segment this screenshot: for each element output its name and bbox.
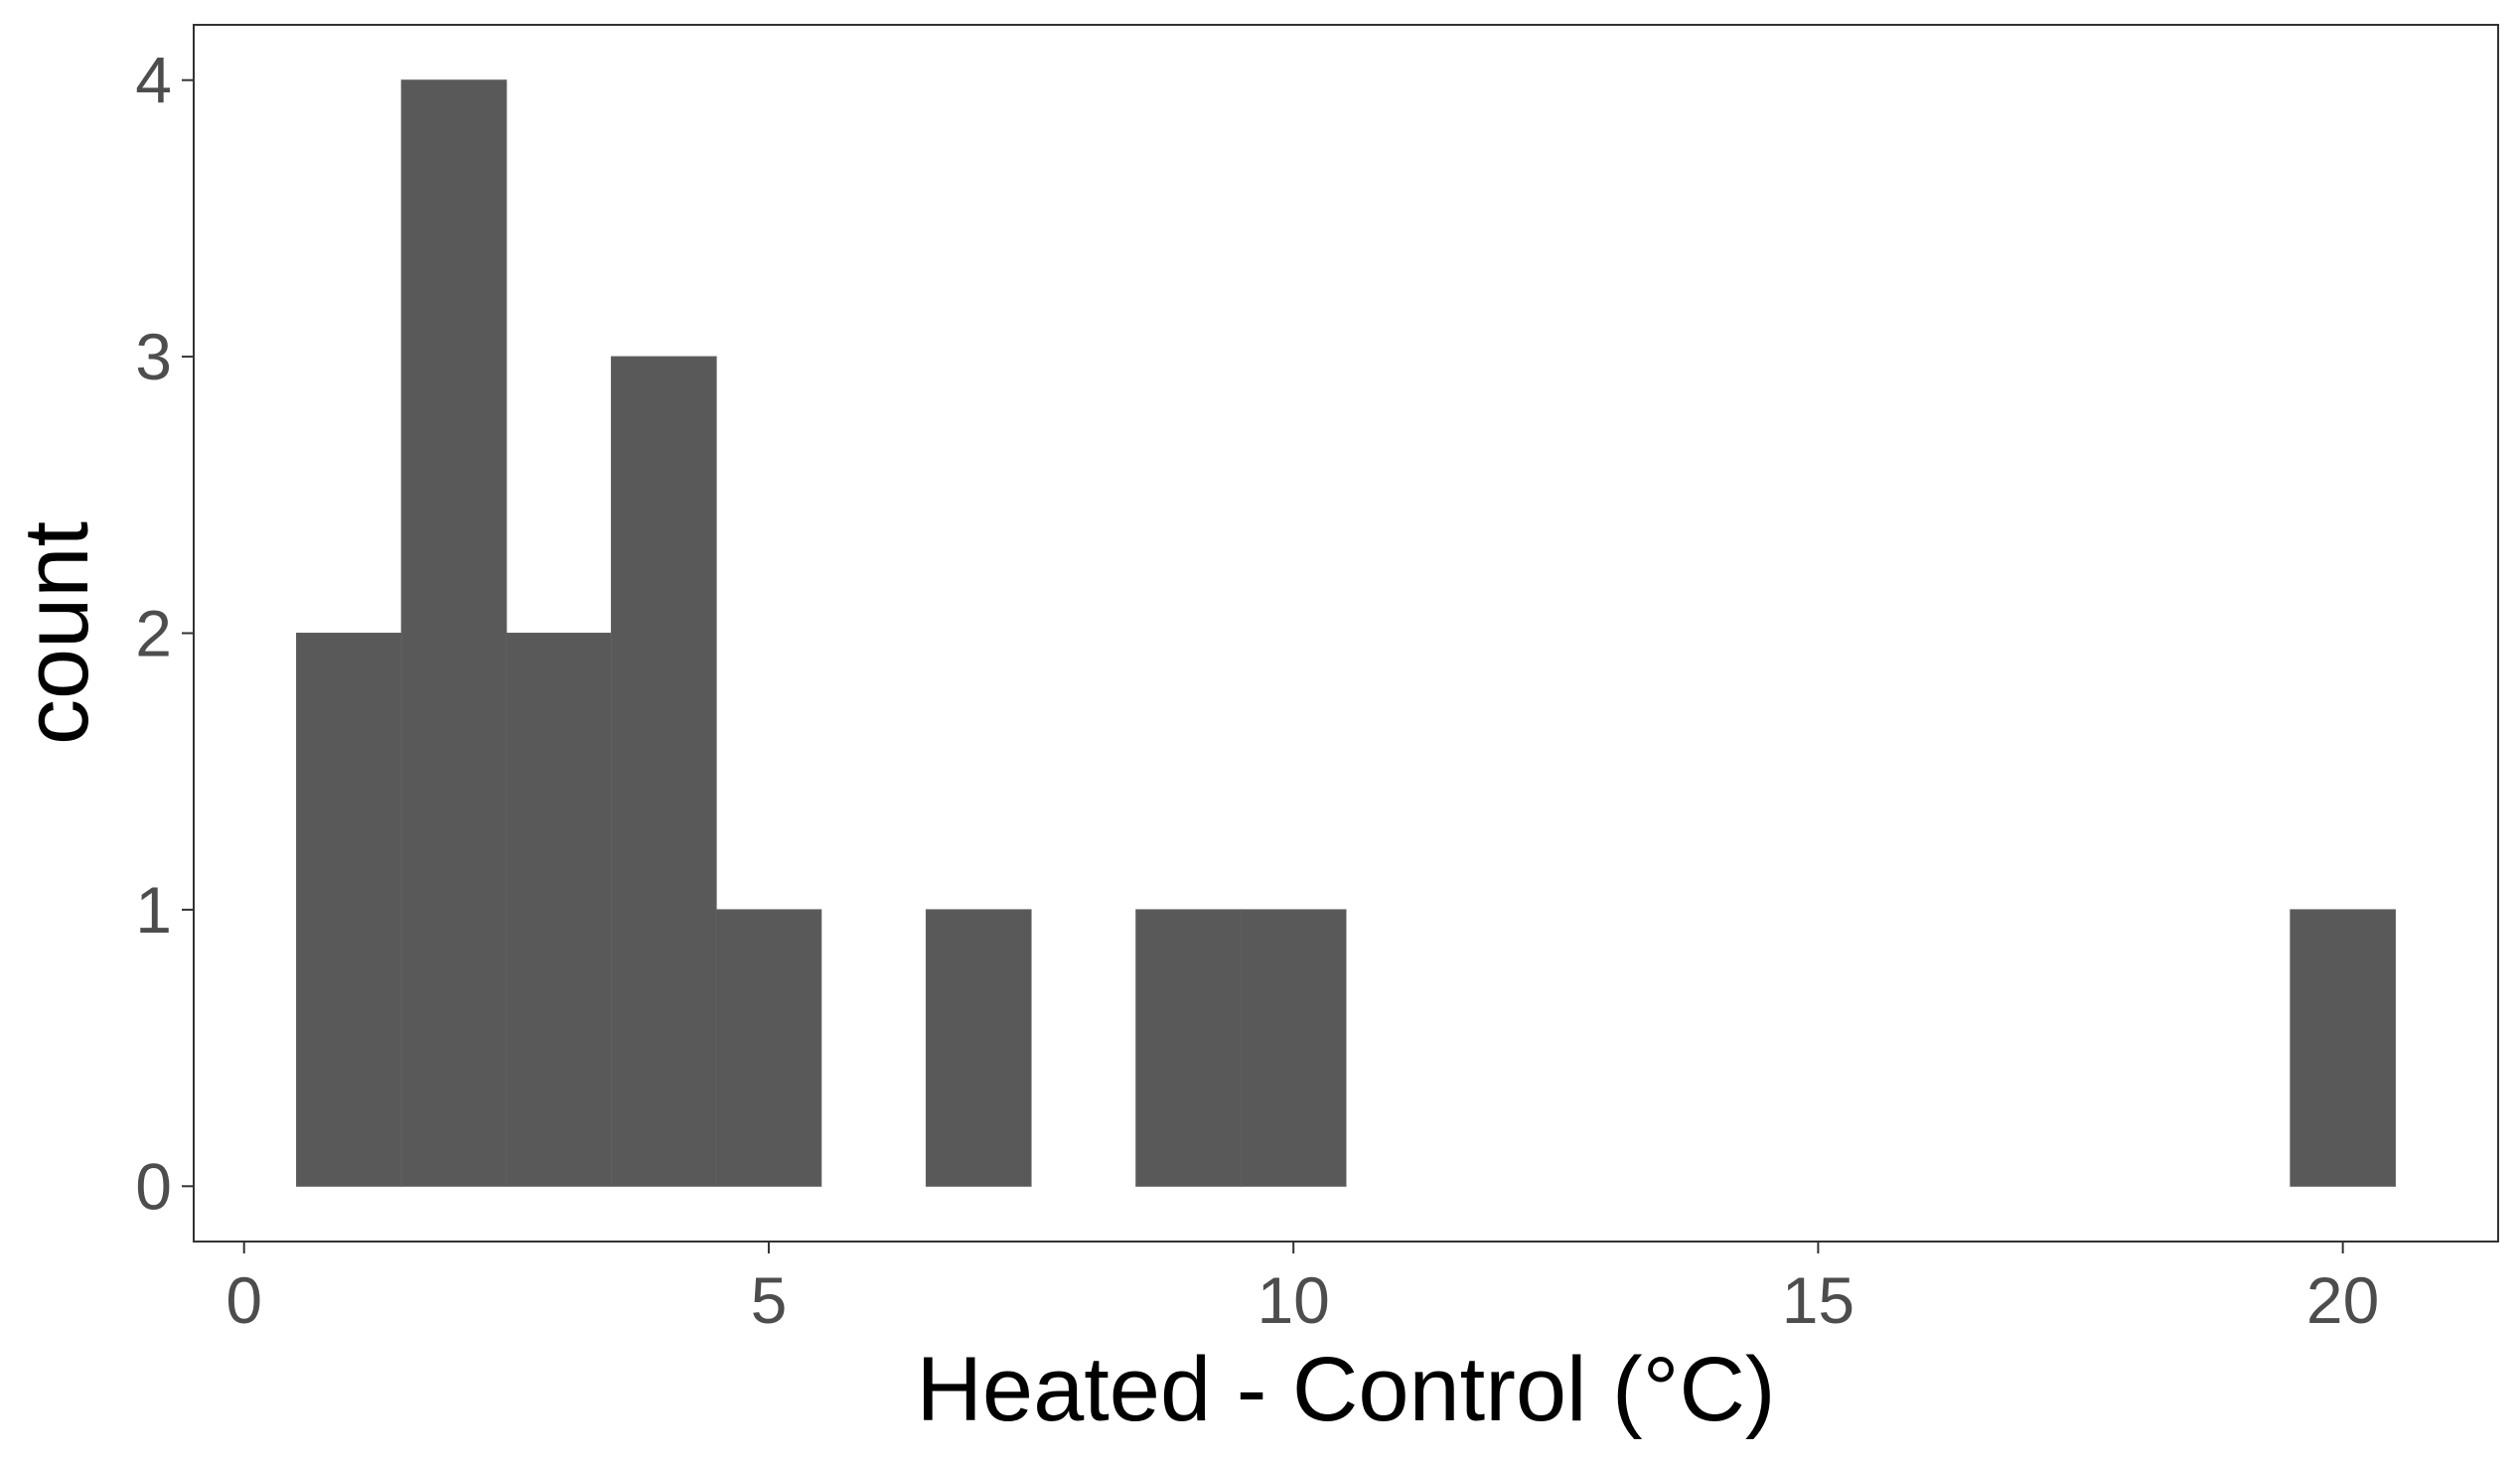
histogram-bar (1135, 909, 1242, 1187)
y-tick-label: 1 (135, 873, 172, 947)
histogram-bar (715, 909, 822, 1187)
x-axis: 0 5 10 15 20 (225, 1242, 2379, 1337)
histogram-bar (296, 633, 402, 1187)
histogram-bar (1240, 909, 1347, 1187)
y-tick-label: 2 (135, 597, 172, 670)
x-axis-title: Heated - Control (°C) (916, 1339, 1775, 1440)
y-tick-label: 4 (135, 44, 172, 117)
histogram-bar (610, 356, 717, 1187)
x-tick-label: 10 (1257, 1263, 1329, 1337)
histogram-bar (2290, 909, 2396, 1187)
y-tick-label: 0 (135, 1149, 172, 1223)
bars-group (296, 79, 2396, 1187)
histogram-bar (925, 909, 1032, 1187)
x-tick-label: 0 (225, 1263, 262, 1337)
x-tick-label: 15 (1782, 1263, 1854, 1337)
histogram-bar (400, 79, 508, 1187)
y-tick-label: 3 (135, 320, 172, 393)
histogram-bar (506, 633, 612, 1187)
x-tick-label: 5 (751, 1263, 788, 1337)
y-axis: 0 1 2 3 4 (135, 44, 194, 1223)
x-tick-label: 20 (2306, 1263, 2379, 1337)
y-axis-title: count (6, 521, 107, 745)
